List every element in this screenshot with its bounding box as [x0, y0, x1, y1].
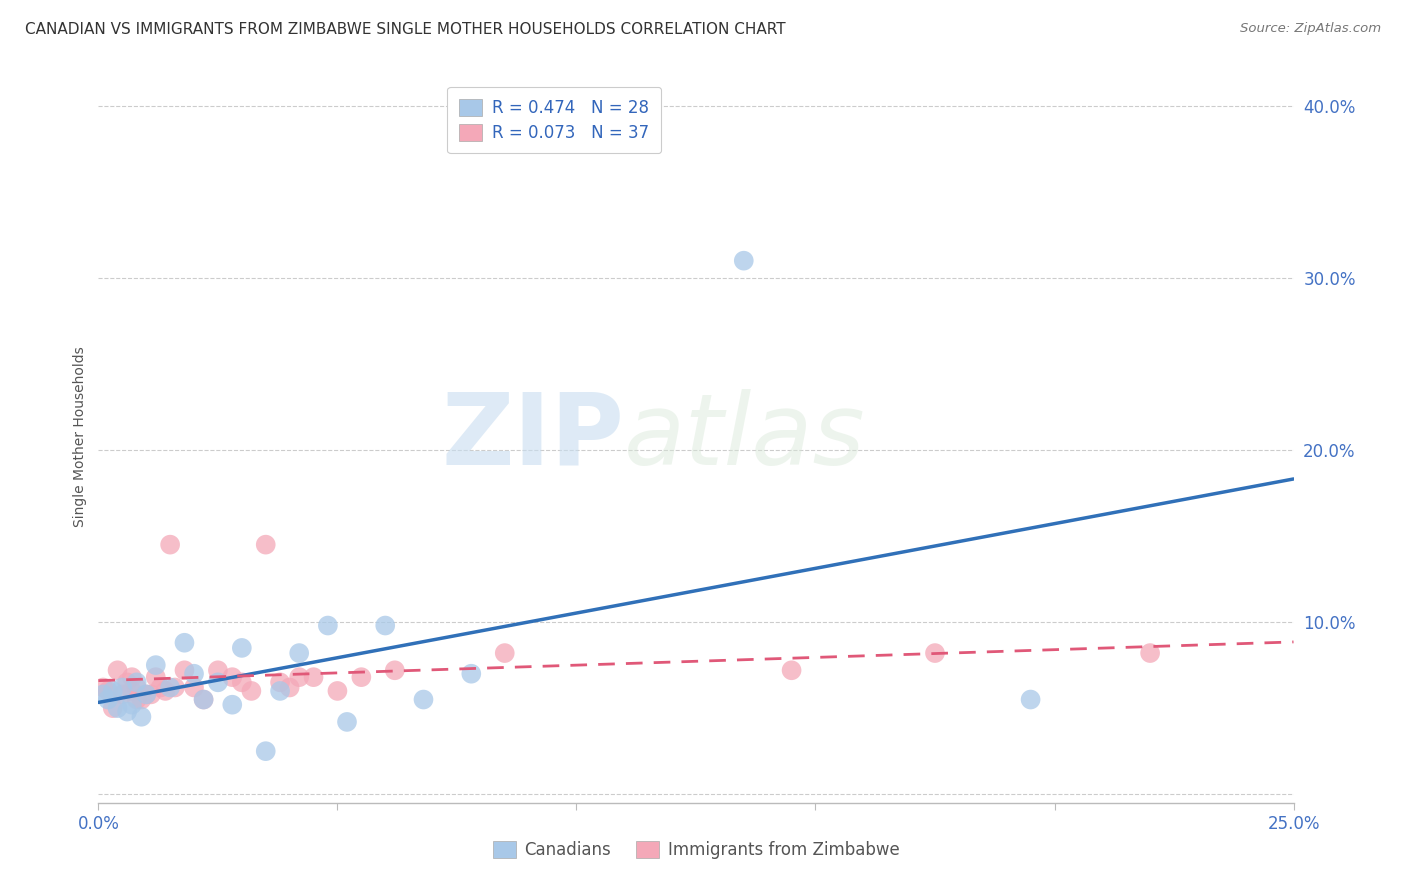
Point — [231, 675, 253, 690]
Point — [316, 618, 339, 632]
Point — [269, 675, 291, 690]
Point — [139, 687, 162, 701]
Point — [193, 692, 215, 706]
Point — [111, 687, 134, 701]
Point — [193, 692, 215, 706]
Point — [159, 681, 181, 695]
Point — [101, 701, 124, 715]
Point — [131, 692, 153, 706]
Point — [101, 684, 124, 698]
Point — [254, 744, 277, 758]
Y-axis label: Single Mother Households: Single Mother Households — [73, 347, 87, 527]
Point — [302, 670, 325, 684]
Point — [135, 687, 157, 701]
Point — [149, 681, 172, 695]
Point — [269, 684, 291, 698]
Point — [221, 698, 243, 712]
Point — [183, 681, 205, 695]
Point — [125, 675, 148, 690]
Point — [145, 658, 167, 673]
Point — [97, 692, 120, 706]
Point — [278, 681, 301, 695]
Point — [207, 675, 229, 690]
Point — [111, 681, 134, 695]
Point — [231, 640, 253, 655]
Point — [412, 692, 434, 706]
Point — [155, 684, 177, 698]
Point — [135, 687, 157, 701]
Point — [121, 670, 143, 684]
Point — [207, 663, 229, 677]
Point — [173, 636, 195, 650]
Point — [1019, 692, 1042, 706]
Point — [145, 670, 167, 684]
Point — [384, 663, 406, 677]
Point — [91, 687, 114, 701]
Point — [924, 646, 946, 660]
Point — [326, 684, 349, 698]
Point — [374, 618, 396, 632]
Point — [350, 670, 373, 684]
Point — [221, 670, 243, 684]
Point — [460, 666, 482, 681]
Point — [91, 681, 114, 695]
Text: ZIP: ZIP — [441, 389, 624, 485]
Point — [288, 670, 311, 684]
Point — [173, 663, 195, 677]
Point — [125, 681, 148, 695]
Point — [121, 698, 143, 712]
Point — [240, 684, 263, 698]
Point — [97, 684, 120, 698]
Point — [1139, 646, 1161, 660]
Point — [288, 646, 311, 660]
Point — [125, 692, 148, 706]
Point — [115, 675, 138, 690]
Point — [107, 701, 129, 715]
Text: CANADIAN VS IMMIGRANTS FROM ZIMBABWE SINGLE MOTHER HOUSEHOLDS CORRELATION CHART: CANADIAN VS IMMIGRANTS FROM ZIMBABWE SIN… — [25, 22, 786, 37]
Point — [494, 646, 516, 660]
Point — [163, 681, 186, 695]
Point — [336, 714, 359, 729]
Point — [254, 538, 277, 552]
Point — [780, 663, 803, 677]
Point — [733, 253, 755, 268]
Point — [131, 710, 153, 724]
Text: Source: ZipAtlas.com: Source: ZipAtlas.com — [1240, 22, 1381, 36]
Point — [107, 663, 129, 677]
Point — [159, 538, 181, 552]
Legend: Canadians, Immigrants from Zimbabwe: Canadians, Immigrants from Zimbabwe — [484, 833, 908, 868]
Text: atlas: atlas — [624, 389, 866, 485]
Point — [183, 666, 205, 681]
Point — [121, 684, 143, 698]
Point — [115, 705, 138, 719]
